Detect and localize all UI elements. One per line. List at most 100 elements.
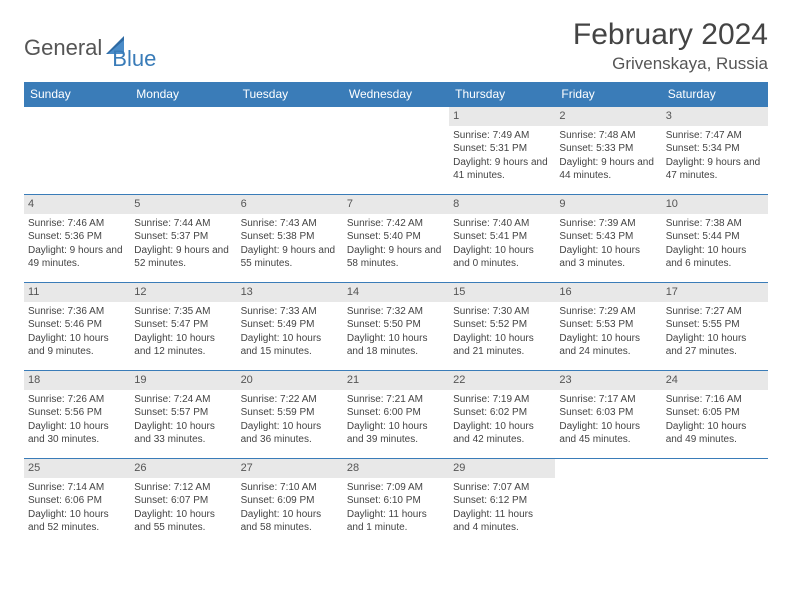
- calendar-row: 25Sunrise: 7:14 AMSunset: 6:06 PMDayligh…: [24, 459, 768, 547]
- calendar-cell: 15Sunrise: 7:30 AMSunset: 5:52 PMDayligh…: [449, 283, 555, 371]
- sunset-line: Sunset: 5:33 PM: [559, 142, 657, 156]
- day-number: 6: [237, 195, 343, 214]
- daylight-line: Daylight: 9 hours and 58 minutes.: [347, 244, 445, 271]
- day-number: 18: [24, 371, 130, 390]
- calendar-cell: 29Sunrise: 7:07 AMSunset: 6:12 PMDayligh…: [449, 459, 555, 547]
- calendar-table: SundayMondayTuesdayWednesdayThursdayFrid…: [24, 82, 768, 547]
- sunrise-line: Sunrise: 7:19 AM: [453, 393, 551, 407]
- sunrise-line: Sunrise: 7:43 AM: [241, 217, 339, 231]
- daylight-line: Daylight: 10 hours and 36 minutes.: [241, 420, 339, 447]
- daylight-line: Daylight: 9 hours and 47 minutes.: [666, 156, 764, 183]
- sunrise-line: Sunrise: 7:12 AM: [134, 481, 232, 495]
- calendar-cell: [24, 107, 130, 195]
- weekday-header: Thursday: [449, 82, 555, 107]
- calendar-cell: 11Sunrise: 7:36 AMSunset: 5:46 PMDayligh…: [24, 283, 130, 371]
- day-number: 9: [555, 195, 661, 214]
- calendar-cell: 16Sunrise: 7:29 AMSunset: 5:53 PMDayligh…: [555, 283, 661, 371]
- sunset-line: Sunset: 5:41 PM: [453, 230, 551, 244]
- daylight-line: Daylight: 10 hours and 27 minutes.: [666, 332, 764, 359]
- day-number: 12: [130, 283, 236, 302]
- weekday-header: Friday: [555, 82, 661, 107]
- daylight-line: Daylight: 10 hours and 6 minutes.: [666, 244, 764, 271]
- day-number: 21: [343, 371, 449, 390]
- daylight-line: Daylight: 9 hours and 41 minutes.: [453, 156, 551, 183]
- calendar-body: 1Sunrise: 7:49 AMSunset: 5:31 PMDaylight…: [24, 107, 768, 547]
- title-block: February 2024 Grivenskaya, Russia: [573, 18, 768, 74]
- calendar-cell: 26Sunrise: 7:12 AMSunset: 6:07 PMDayligh…: [130, 459, 236, 547]
- calendar-cell: 5Sunrise: 7:44 AMSunset: 5:37 PMDaylight…: [130, 195, 236, 283]
- calendar-cell: 24Sunrise: 7:16 AMSunset: 6:05 PMDayligh…: [662, 371, 768, 459]
- calendar-cell: 27Sunrise: 7:10 AMSunset: 6:09 PMDayligh…: [237, 459, 343, 547]
- day-number: 19: [130, 371, 236, 390]
- daylight-line: Daylight: 10 hours and 52 minutes.: [28, 508, 126, 535]
- calendar-cell: 28Sunrise: 7:09 AMSunset: 6:10 PMDayligh…: [343, 459, 449, 547]
- sunset-line: Sunset: 5:50 PM: [347, 318, 445, 332]
- sunset-line: Sunset: 5:31 PM: [453, 142, 551, 156]
- sunrise-line: Sunrise: 7:44 AM: [134, 217, 232, 231]
- day-number: 14: [343, 283, 449, 302]
- daylight-line: Daylight: 11 hours and 1 minute.: [347, 508, 445, 535]
- calendar-cell: [555, 459, 661, 547]
- daylight-line: Daylight: 10 hours and 30 minutes.: [28, 420, 126, 447]
- sunset-line: Sunset: 5:34 PM: [666, 142, 764, 156]
- day-number: 23: [555, 371, 661, 390]
- logo-text-blue: Blue: [112, 46, 156, 72]
- calendar-cell: 20Sunrise: 7:22 AMSunset: 5:59 PMDayligh…: [237, 371, 343, 459]
- day-number: 7: [343, 195, 449, 214]
- day-number: 26: [130, 459, 236, 478]
- calendar-cell: 2Sunrise: 7:48 AMSunset: 5:33 PMDaylight…: [555, 107, 661, 195]
- calendar-cell: 6Sunrise: 7:43 AMSunset: 5:38 PMDaylight…: [237, 195, 343, 283]
- weekday-header: Tuesday: [237, 82, 343, 107]
- sunset-line: Sunset: 5:46 PM: [28, 318, 126, 332]
- daylight-line: Daylight: 10 hours and 55 minutes.: [134, 508, 232, 535]
- calendar-row: 11Sunrise: 7:36 AMSunset: 5:46 PMDayligh…: [24, 283, 768, 371]
- sunrise-line: Sunrise: 7:10 AM: [241, 481, 339, 495]
- daylight-line: Daylight: 10 hours and 45 minutes.: [559, 420, 657, 447]
- header: General Blue February 2024 Grivenskaya, …: [24, 18, 768, 74]
- daylight-line: Daylight: 10 hours and 24 minutes.: [559, 332, 657, 359]
- daylight-line: Daylight: 10 hours and 39 minutes.: [347, 420, 445, 447]
- sunrise-line: Sunrise: 7:24 AM: [134, 393, 232, 407]
- sunset-line: Sunset: 6:00 PM: [347, 406, 445, 420]
- calendar-cell: [343, 107, 449, 195]
- sunset-line: Sunset: 5:59 PM: [241, 406, 339, 420]
- logo: General Blue: [24, 24, 156, 72]
- sunrise-line: Sunrise: 7:46 AM: [28, 217, 126, 231]
- sunrise-line: Sunrise: 7:32 AM: [347, 305, 445, 319]
- calendar-cell: 12Sunrise: 7:35 AMSunset: 5:47 PMDayligh…: [130, 283, 236, 371]
- sunset-line: Sunset: 5:56 PM: [28, 406, 126, 420]
- calendar-cell: 25Sunrise: 7:14 AMSunset: 6:06 PMDayligh…: [24, 459, 130, 547]
- calendar-cell: 1Sunrise: 7:49 AMSunset: 5:31 PMDaylight…: [449, 107, 555, 195]
- sunrise-line: Sunrise: 7:39 AM: [559, 217, 657, 231]
- weekday-header: Saturday: [662, 82, 768, 107]
- calendar-cell: [130, 107, 236, 195]
- sunrise-line: Sunrise: 7:26 AM: [28, 393, 126, 407]
- day-number: 13: [237, 283, 343, 302]
- sunset-line: Sunset: 6:09 PM: [241, 494, 339, 508]
- day-number: 20: [237, 371, 343, 390]
- sunrise-line: Sunrise: 7:35 AM: [134, 305, 232, 319]
- day-number: 8: [449, 195, 555, 214]
- calendar-cell: 22Sunrise: 7:19 AMSunset: 6:02 PMDayligh…: [449, 371, 555, 459]
- sunrise-line: Sunrise: 7:29 AM: [559, 305, 657, 319]
- sunset-line: Sunset: 6:05 PM: [666, 406, 764, 420]
- sunset-line: Sunset: 6:10 PM: [347, 494, 445, 508]
- weekday-header: Wednesday: [343, 82, 449, 107]
- daylight-line: Daylight: 10 hours and 49 minutes.: [666, 420, 764, 447]
- sunrise-line: Sunrise: 7:42 AM: [347, 217, 445, 231]
- day-number: 2: [555, 107, 661, 126]
- sunset-line: Sunset: 5:47 PM: [134, 318, 232, 332]
- sunrise-line: Sunrise: 7:21 AM: [347, 393, 445, 407]
- sunrise-line: Sunrise: 7:07 AM: [453, 481, 551, 495]
- sunset-line: Sunset: 5:57 PM: [134, 406, 232, 420]
- day-number: 29: [449, 459, 555, 478]
- daylight-line: Daylight: 9 hours and 52 minutes.: [134, 244, 232, 271]
- calendar-cell: 10Sunrise: 7:38 AMSunset: 5:44 PMDayligh…: [662, 195, 768, 283]
- sunrise-line: Sunrise: 7:48 AM: [559, 129, 657, 143]
- day-number: 22: [449, 371, 555, 390]
- day-number: 5: [130, 195, 236, 214]
- calendar-cell: 7Sunrise: 7:42 AMSunset: 5:40 PMDaylight…: [343, 195, 449, 283]
- daylight-line: Daylight: 11 hours and 4 minutes.: [453, 508, 551, 535]
- day-number: 16: [555, 283, 661, 302]
- calendar-cell: 4Sunrise: 7:46 AMSunset: 5:36 PMDaylight…: [24, 195, 130, 283]
